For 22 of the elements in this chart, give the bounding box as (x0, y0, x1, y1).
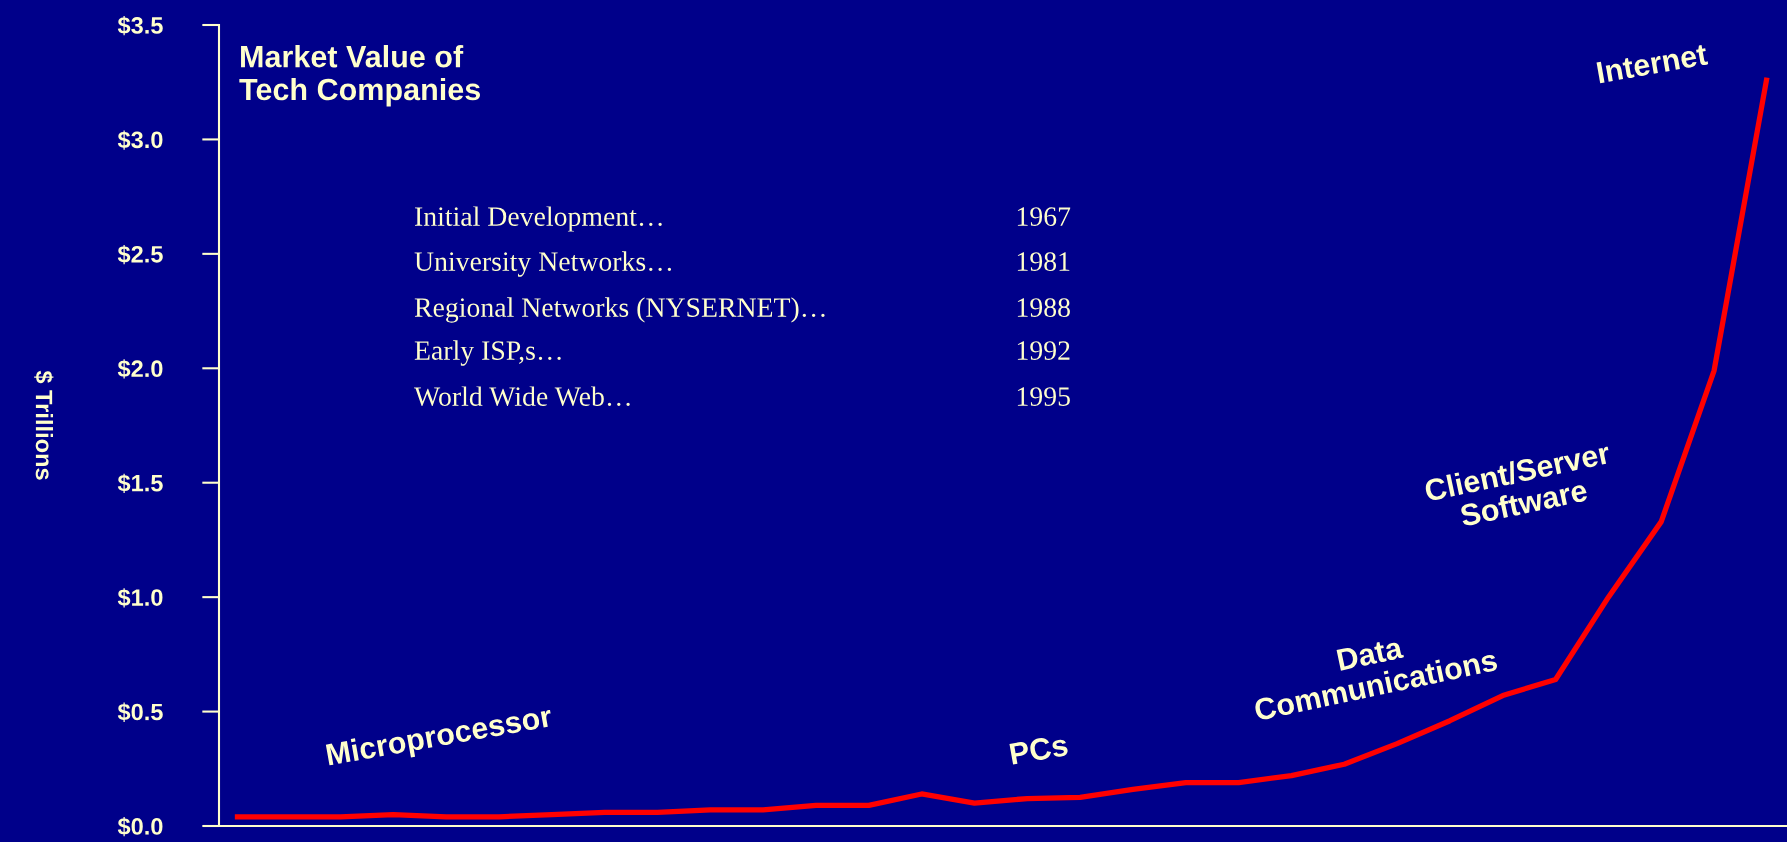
annotation: PCs (1009, 733, 1069, 765)
annotation: 1967 (1017, 207, 1071, 226)
text: Market Value of Tech Companies (239, 45, 480, 107)
y-tick-label: $1.0 (117, 588, 163, 608)
annotation: 1995 (1017, 387, 1070, 406)
annotation: Regional Networks (NYSERNET)… (414, 297, 825, 323)
y-tick-label: $3.5 (117, 16, 163, 36)
annotation: 1981 (1017, 252, 1070, 271)
y-tick-label: $1.5 (117, 473, 163, 494)
annotation: Internet (1596, 43, 1709, 84)
y-axis-title: $ Trillions (34, 370, 54, 480)
y-tick-label: $2.0 (117, 359, 163, 379)
annotation: Initial Development… (415, 206, 662, 232)
annotation: University Networks… (414, 251, 672, 277)
y-tick-label: $0.0 (117, 817, 163, 837)
annotation: 1988 (1017, 298, 1070, 317)
y-tick-label: $0.5 (117, 702, 163, 722)
annotation: World Wide Web… (414, 386, 630, 407)
y-tick-label: $3.0 (117, 130, 163, 150)
y-tick-label: $2.5 (117, 244, 163, 265)
annotation: Early ISP,s… (414, 340, 561, 366)
annotation: 1992 (1017, 341, 1070, 360)
